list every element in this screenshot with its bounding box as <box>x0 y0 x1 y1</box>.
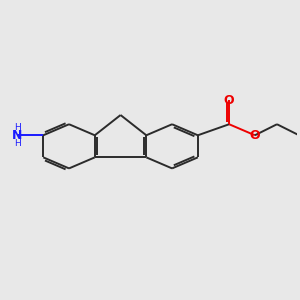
Text: O: O <box>250 129 260 142</box>
Text: H: H <box>14 139 21 148</box>
Text: H: H <box>14 123 21 132</box>
Text: N: N <box>12 129 23 142</box>
Text: O: O <box>224 94 234 107</box>
